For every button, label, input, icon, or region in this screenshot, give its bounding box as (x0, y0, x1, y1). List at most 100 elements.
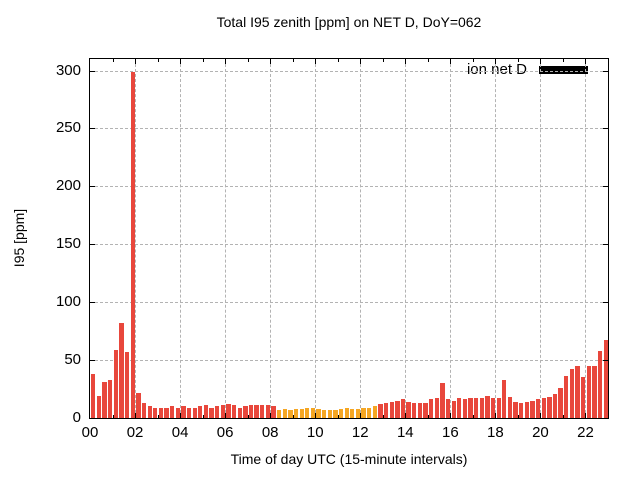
x-tick-label: 14 (396, 424, 414, 441)
legend-key-swatch (539, 66, 588, 74)
x-tick-mark (495, 59, 497, 64)
bar (175, 407, 180, 418)
y-tick-label: 150 (55, 235, 81, 253)
x-tick-mark (270, 413, 272, 418)
chart-title: Total I95 zenith [ppm] on NET D, DoY=062 (216, 14, 482, 30)
bar (130, 71, 135, 418)
bar (496, 398, 501, 418)
x-tick-mark (225, 413, 227, 418)
bar (462, 399, 468, 418)
y-tick-mark (90, 302, 95, 304)
plot-area: ion net D (89, 58, 609, 419)
y-tick-mark (90, 360, 95, 362)
bar (124, 352, 130, 418)
x-tick-label: 18 (487, 424, 504, 441)
bar (192, 407, 197, 418)
x-tick-mark (360, 413, 362, 418)
bar (440, 383, 445, 418)
bar (412, 402, 417, 418)
v-gridline (359, 59, 361, 418)
bar (119, 323, 124, 418)
y-axis-label: I95 [ppm] (11, 208, 27, 268)
bar (474, 398, 479, 418)
bar (322, 409, 327, 418)
h-gridline (90, 70, 608, 72)
x-tick-mark (585, 59, 587, 64)
bar (367, 407, 372, 418)
x-tick-mark (450, 59, 452, 64)
x-tick-mark (405, 413, 407, 418)
x-tick-mark (360, 59, 362, 64)
bar (485, 396, 490, 418)
bar (220, 405, 225, 418)
bar (558, 387, 563, 418)
x-tick-label: 12 (351, 424, 369, 441)
x-tick-mark (337, 59, 339, 62)
y-tick-mark (90, 244, 95, 246)
bar (237, 407, 242, 418)
y-tick-mark (603, 244, 608, 246)
h-gridline (90, 244, 608, 246)
bar (564, 376, 569, 418)
bar (569, 369, 575, 418)
x-tick-mark (135, 413, 137, 418)
x-tick-mark (472, 59, 474, 62)
bar (603, 340, 608, 418)
bar (243, 406, 248, 418)
bar (378, 404, 383, 418)
bar (147, 406, 152, 418)
x-tick-mark (427, 59, 429, 62)
x-tick-mark (562, 59, 564, 62)
bar (310, 407, 316, 418)
bar (552, 393, 558, 418)
legend: ion net D (467, 62, 588, 78)
bar (113, 349, 119, 418)
bar (96, 396, 102, 418)
x-tick-label: 00 (81, 424, 99, 441)
bar (597, 350, 603, 418)
bar (575, 365, 580, 418)
bar (203, 405, 209, 418)
x-tick-mark (517, 415, 519, 418)
bar (91, 374, 96, 418)
bar (547, 397, 552, 418)
bar (338, 408, 344, 418)
x-tick-mark (382, 415, 384, 418)
bar (226, 404, 231, 418)
v-gridline (134, 59, 136, 418)
bar (271, 406, 276, 418)
x-tick-mark (202, 59, 204, 62)
x-tick-mark (450, 413, 452, 418)
x-tick-mark (562, 415, 564, 418)
bar (209, 407, 214, 418)
y-tick-mark (603, 186, 608, 188)
x-tick-mark (585, 413, 587, 418)
bar (383, 402, 389, 418)
bar (265, 405, 271, 418)
bar (333, 409, 338, 418)
bar (541, 398, 546, 418)
h-gridline (90, 360, 608, 362)
bar (344, 407, 349, 418)
y-tick-label: 300 (55, 61, 81, 79)
x-tick-label: 06 (216, 424, 234, 441)
bar (215, 406, 220, 418)
bar (276, 409, 282, 418)
bar (355, 408, 361, 418)
x-tick-mark (540, 413, 542, 418)
h-gridline (90, 186, 608, 188)
v-gridline (269, 59, 271, 418)
bar (457, 398, 462, 418)
bar (507, 397, 513, 418)
y-tick-label: 50 (64, 351, 81, 369)
x-tick-mark (202, 415, 204, 418)
bar (231, 405, 237, 418)
x-tick-label: 08 (261, 424, 279, 441)
x-tick-mark (270, 59, 272, 64)
bar (102, 382, 107, 418)
bar (479, 398, 484, 418)
x-tick-mark (247, 415, 249, 418)
y-tick-mark (603, 302, 608, 304)
y-tick-mark (603, 70, 608, 72)
x-tick-mark (382, 59, 384, 62)
